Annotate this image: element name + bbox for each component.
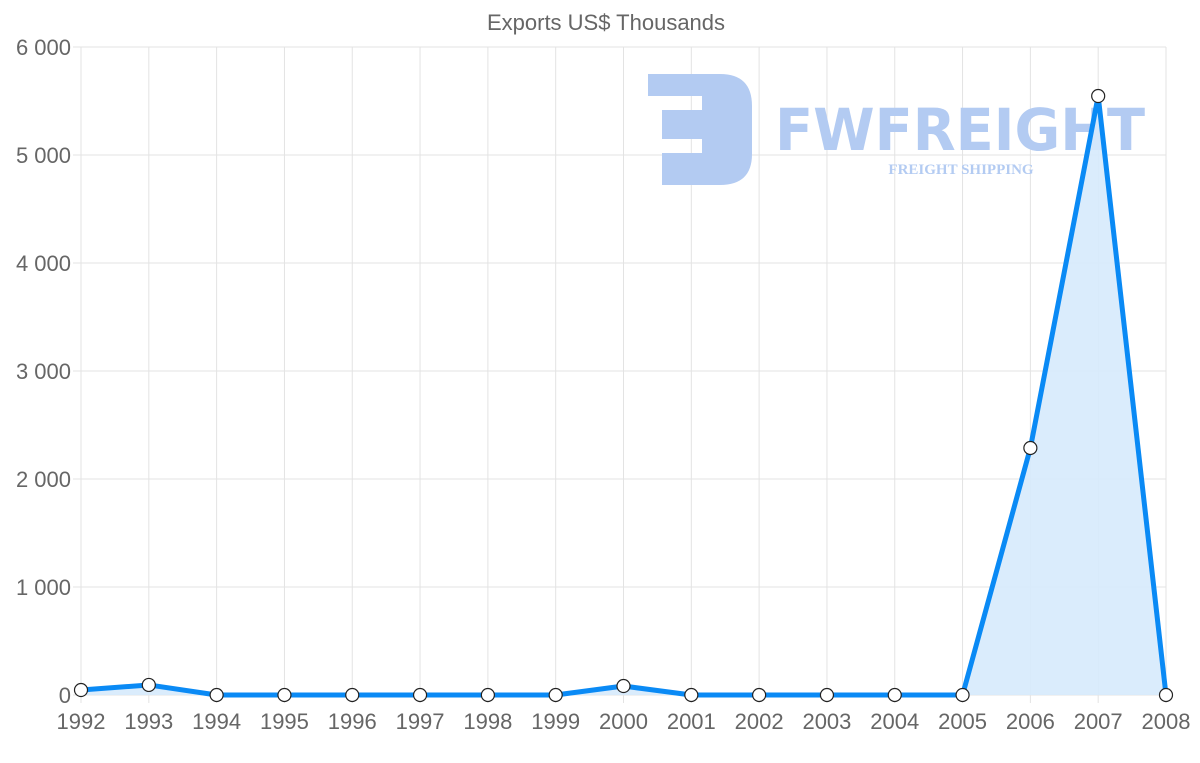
x-tick-label: 2005 [938, 709, 987, 734]
data-point[interactable] [752, 687, 767, 703]
x-tick-label: 1993 [124, 709, 173, 734]
logo-mark-icon [648, 74, 752, 185]
data-point[interactable] [819, 687, 835, 703]
x-tick-label: 2002 [735, 709, 784, 734]
data-point[interactable] [73, 682, 89, 698]
x-tick-label: 2004 [870, 709, 919, 734]
x-axis: 1992 1993 1994 1995 1996 1997 1998 1999 2000 2001… [57, 709, 1191, 734]
x-tick-label: 2000 [599, 709, 648, 734]
y-tick-label: 1 000 [16, 575, 71, 600]
x-tick-label: 2007 [1074, 709, 1123, 734]
data-point[interactable] [955, 687, 970, 703]
x-tick-label: 1994 [192, 709, 241, 734]
x-tick-label: 1998 [463, 709, 512, 734]
watermark-brand: FWFREIGHT [775, 96, 1145, 164]
series-area [81, 96, 1166, 696]
y-tick-label: 0 [59, 683, 71, 708]
chart-title: Exports US$ Thousands [487, 10, 725, 35]
data-point[interactable] [1091, 88, 1106, 104]
data-point[interactable] [412, 687, 428, 703]
x-tick-label: 2001 [667, 709, 716, 734]
x-tick-label: 1999 [531, 709, 580, 734]
y-tick-label: 2 000 [16, 467, 71, 492]
y-tick-label: 4 000 [16, 251, 71, 276]
x-tick-label: 1992 [57, 709, 106, 734]
data-point[interactable] [1023, 440, 1038, 456]
x-tick-label: 2006 [1006, 709, 1055, 734]
x-tick-label: 2008 [1142, 709, 1191, 734]
data-point[interactable] [616, 678, 631, 694]
data-point[interactable] [548, 687, 563, 703]
series-points [73, 88, 1174, 703]
y-tick-label: 3 000 [16, 359, 71, 384]
x-tick-label: 1995 [260, 709, 309, 734]
y-tick-label: 6 000 [16, 35, 71, 60]
watermark-logo: FWFREIGHT FREIGHT SHIPPING [648, 74, 1145, 185]
data-point[interactable] [480, 687, 495, 703]
x-tick-label: 1996 [328, 709, 377, 734]
y-tick-label: 5 000 [16, 143, 71, 168]
x-tick-label: 2003 [802, 709, 851, 734]
x-tick-label: 1997 [396, 709, 445, 734]
data-point[interactable] [209, 687, 224, 703]
data-point[interactable] [1158, 687, 1174, 703]
data-point[interactable] [684, 687, 699, 703]
y-axis: 0 1 000 2 000 3 000 4 000 5 000 6 000 [16, 35, 71, 708]
data-point[interactable] [345, 687, 360, 703]
data-point[interactable] [887, 687, 902, 703]
watermark-tagline: FREIGHT SHIPPING [888, 162, 1033, 178]
data-point[interactable] [141, 677, 156, 693]
data-point[interactable] [277, 687, 292, 703]
